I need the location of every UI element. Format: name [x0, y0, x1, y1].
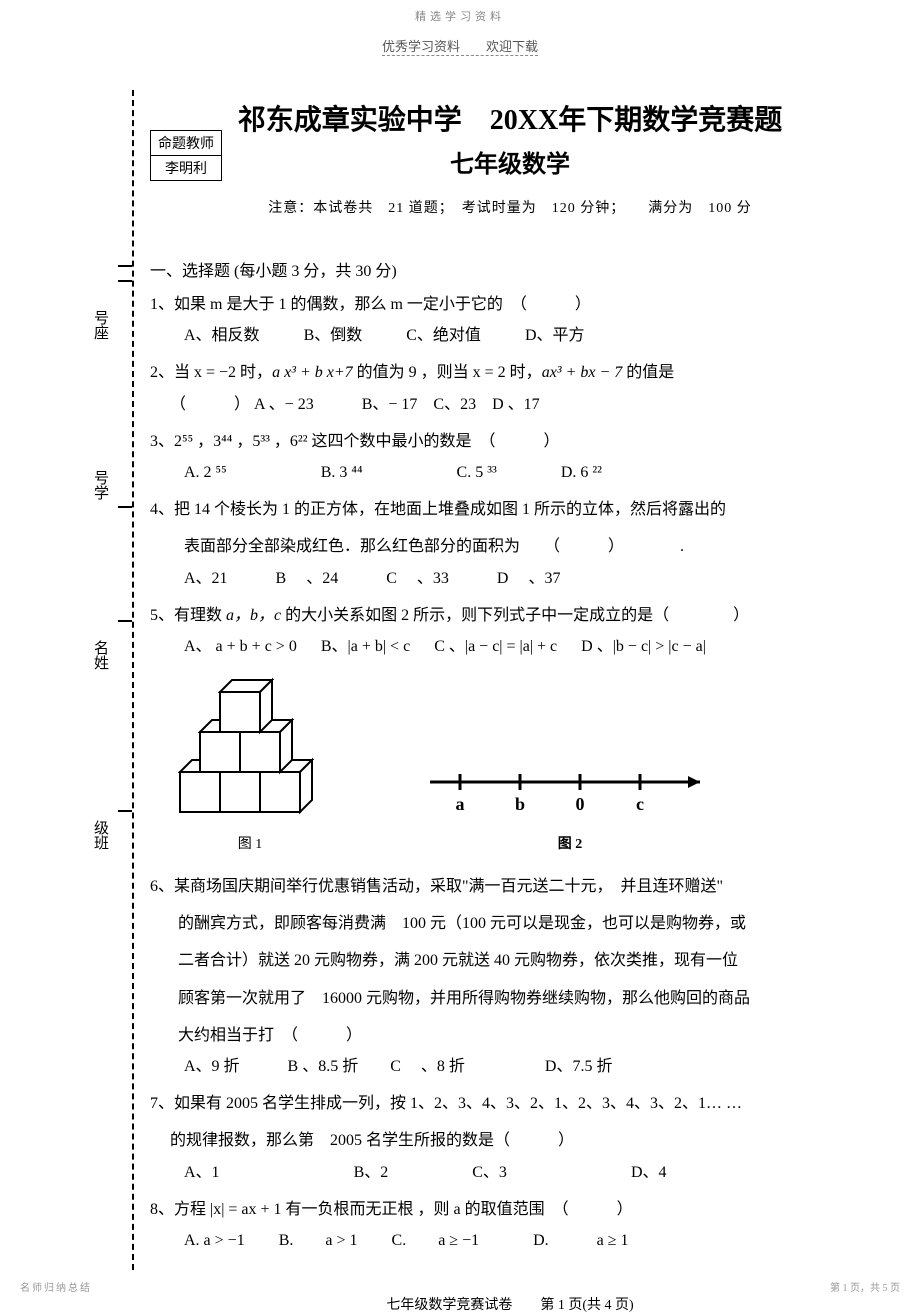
doc-bottom-right: 第 1 页，共 5 页	[830, 1279, 900, 1294]
figure-1: 图 1	[170, 672, 330, 853]
fig1-caption: 图 1	[170, 833, 330, 853]
side-name: 名姓	[90, 640, 111, 670]
q5-a: 5、有理数	[150, 607, 226, 624]
q8-options: A. a > −1 B. a > 1 C. a ≥ −1 D. a ≥ 1	[150, 1227, 870, 1254]
q5-vars: a，b，c	[226, 607, 281, 624]
axis-0: 0	[576, 794, 585, 814]
q7-l2: 的规律报数，那么第 2005 名学生所报的数是（ ）	[150, 1127, 870, 1154]
q7-l1: 7、如果有 2005 名学生排成一列，按 1、2、3、4、3、2、1、2、3、4…	[150, 1090, 870, 1117]
q2-c: 的值为 9 ，则当 x = 2 时，	[353, 364, 542, 381]
axis-b: b	[515, 794, 525, 814]
exam-note: 注意：本试卷共 21 道题； 考试时量为 120 分钟； 满分为 100 分	[150, 197, 870, 217]
q6-options: A、9 折 B 、8.5 折 C 、8 折 D、7.5 折	[150, 1053, 870, 1080]
q1-b: B、倒数	[304, 322, 363, 349]
teacher-name: 李明利	[150, 156, 222, 181]
page-footer: 七年级数学竞赛试卷 第 1 页(共 4 页)	[150, 1294, 870, 1314]
page-subtitle: 七年级数学	[150, 144, 870, 179]
q7-c: C、3	[472, 1159, 507, 1186]
q4-l2: 表面部分全部染成红色．那么红色部分的面积为 （ ） .	[150, 533, 870, 560]
q7-options: A、1 B、2 C、3 D、4	[150, 1159, 870, 1186]
tick	[118, 280, 132, 282]
fig2-caption: 图 2	[420, 833, 720, 853]
q3-b: B. 3 ⁴⁴	[321, 459, 363, 486]
q5-optA: A、 a + b + c > 0	[184, 633, 297, 660]
doc-bottom-left: 名师归纳总结	[20, 1279, 92, 1294]
q2-text: 2、当 x = −2 时，a x³ + b x+7 的值为 9 ，则当 x = …	[150, 359, 870, 386]
q3-c: C. 5 ³³	[457, 459, 497, 486]
side-seat: 号座	[90, 310, 111, 340]
side-id: 号学	[90, 470, 111, 500]
q2-options: （ ） A 、− 23 B、− 17 C、23 D 、17	[150, 391, 870, 418]
q6-l3: 二者合计）就送 20 元购物券，满 200 元就送 40 元购物券，依次类推，现…	[150, 947, 870, 974]
q8-a: A. a > −1	[184, 1227, 245, 1254]
teacher-box: 命题教师 李明利	[150, 130, 222, 181]
q5-optC: C 、|a − c| = |a| + c	[434, 633, 557, 660]
side-class: 级班	[90, 820, 111, 850]
q3-a: A. 2 ⁵⁵	[184, 459, 227, 486]
q3-options: A. 2 ⁵⁵ B. 3 ⁴⁴ C. 5 ³³ D. 6 ²²	[150, 459, 870, 486]
q7-d: D、4	[631, 1159, 667, 1186]
doc-top-header: 精选学习资料	[0, 0, 920, 24]
q1-c: C、绝对值	[406, 322, 481, 349]
q8-d: D. a ≥ 1	[533, 1227, 628, 1254]
tick	[118, 810, 132, 812]
q7-a: A、1	[184, 1159, 220, 1186]
tick	[118, 506, 132, 508]
q5-c: 的大小关系如图 2 所示，则下列式子中一定成立的是（ ）	[281, 607, 749, 624]
q8-b: B. a > 1	[279, 1227, 358, 1254]
q8-text: 8、方程 |x| = ax + 1 有一负根而无正根 ，则 a 的取值范围 （ …	[150, 1196, 870, 1223]
q7-b: B、2	[354, 1159, 389, 1186]
binding-line	[132, 90, 134, 1270]
q2-expr2: ax³ + bx − 7	[542, 364, 623, 381]
page-title: 祁东成章实验中学 20XX年下期数学竞赛题	[150, 98, 870, 138]
q5-text: 5、有理数 a，b，c 的大小关系如图 2 所示，则下列式子中一定成立的是（ ）	[150, 602, 870, 629]
q5-options: A、 a + b + c > 0 B、|a + b| < c C 、|a − c…	[150, 633, 870, 660]
q2-e: 的值是	[622, 364, 674, 381]
doc-sub-header: 优秀学习资料 欢迎下载	[382, 36, 538, 56]
q3-text: 3、2⁵⁵ ，3⁴⁴ ，5³³ ，6²² 这四个数中最小的数是 （ ）	[150, 428, 870, 455]
section-1-heading: 一、选择题 (每小题 3 分，共 30 分)	[150, 257, 870, 281]
q6-l1: 6、某商场国庆期间举行优惠销售活动，采取"满一百元送二十元， 并且连环赠送"	[150, 873, 870, 900]
q2-a: 2、当 x = −2 时，	[150, 364, 272, 381]
tick	[118, 265, 132, 267]
q5-optB: B、|a + b| < c	[321, 633, 410, 660]
q4-options: A、21 B 、24 C 、33 D 、37	[150, 565, 870, 592]
tick	[118, 620, 132, 622]
q6-l2: 的酬宾方式，即顾客每消费满 100 元（100 元可以是现金，也可以是购物券，或	[150, 910, 870, 937]
q3-d: D. 6 ²²	[561, 459, 602, 486]
q8-c: C. a ≥ −1	[392, 1227, 480, 1254]
q1-d: D、平方	[525, 322, 585, 349]
axis-c: c	[636, 794, 644, 814]
q6-l4: 顾客第一次就用了 16000 元购物，并用所得购物券继续购物，那么他购回的商品	[150, 985, 870, 1012]
q1-a: A、相反数	[184, 322, 260, 349]
figure-2: a b 0 c 图 2	[420, 752, 720, 853]
teacher-label: 命题教师	[150, 130, 222, 156]
q1-text: 1、如果 m 是大于 1 的偶数，那么 m 一定小于它的 （ ）	[150, 291, 870, 318]
q6-l5: 大约相当于打 （ ）	[150, 1022, 870, 1049]
q2-expr1: a x³ + b x+7	[272, 364, 353, 381]
axis-a: a	[456, 794, 465, 814]
q4-l1: 4、把 14 个棱长为 1 的正方体，在地面上堆叠成如图 1 所示的立体，然后将…	[150, 496, 870, 523]
q1-options: A、相反数 B、倒数 C、绝对值 D、平方	[150, 322, 870, 349]
q5-optD: D 、|b − c| > |c − a|	[581, 633, 706, 660]
